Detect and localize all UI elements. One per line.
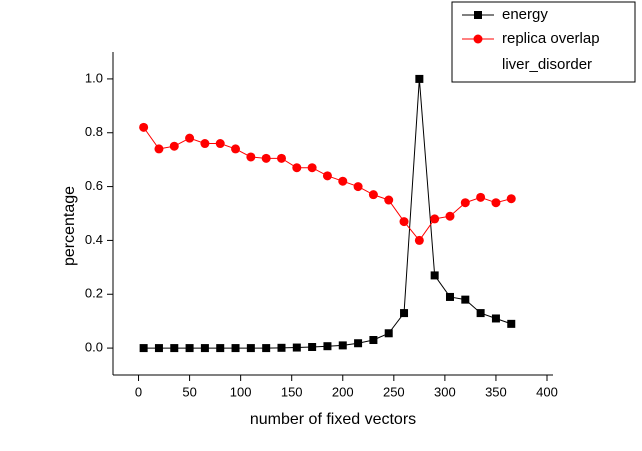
data-point	[384, 195, 394, 205]
data-point	[338, 341, 347, 350]
x-tick-label: 250	[383, 384, 405, 399]
data-point	[277, 343, 286, 352]
data-point	[445, 211, 455, 221]
data-point	[338, 176, 348, 186]
data-point	[368, 190, 378, 200]
data-point	[354, 339, 363, 348]
data-point	[430, 214, 440, 224]
data-point	[200, 139, 210, 149]
data-point	[430, 271, 439, 280]
series-line	[143, 78, 512, 349]
data-point	[246, 152, 256, 162]
data-point	[369, 336, 378, 345]
data-point	[476, 192, 486, 202]
x-tick-label: 350	[485, 384, 507, 399]
data-point	[292, 343, 301, 352]
legend-title: liver_disorder	[502, 56, 592, 73]
x-tick-label: 50	[182, 384, 196, 399]
legend-label: energy	[502, 6, 548, 23]
x-tick-label: 150	[281, 384, 303, 399]
data-point	[506, 194, 516, 204]
data-point	[384, 329, 393, 338]
data-point	[353, 182, 363, 192]
x-tick-label: 300	[434, 384, 456, 399]
data-point	[231, 344, 240, 353]
y-tick-label: 0.0	[85, 340, 103, 355]
data-point	[491, 314, 500, 323]
y-tick-label: 0.4	[85, 232, 103, 247]
data-point	[400, 309, 409, 318]
y-tick-label: 0.6	[85, 178, 103, 193]
x-tick-label: 200	[332, 384, 354, 399]
data-point	[323, 342, 332, 351]
data-point	[491, 198, 501, 208]
data-point	[476, 309, 485, 318]
data-point	[399, 217, 409, 227]
x-tick-label: 400	[536, 384, 558, 399]
data-point	[262, 344, 271, 353]
y-axis-label: percentage	[61, 186, 78, 266]
data-point	[445, 292, 454, 301]
data-point	[261, 153, 271, 163]
data-point	[139, 122, 149, 132]
data-point	[414, 235, 424, 245]
data-point	[276, 153, 286, 163]
data-point	[154, 344, 163, 353]
data-point	[169, 141, 179, 151]
data-point	[170, 344, 179, 353]
x-tick-label: 0	[135, 384, 142, 399]
legend-marker	[474, 11, 482, 19]
data-point	[308, 343, 317, 352]
data-point	[139, 344, 148, 353]
legend-label: replica overlap	[502, 30, 600, 47]
data-point	[215, 139, 225, 149]
data-point	[292, 163, 302, 173]
data-point	[185, 133, 195, 143]
x-tick-label: 100	[230, 384, 252, 399]
data-point	[154, 144, 164, 154]
x-axis-label: number of fixed vectors	[250, 411, 416, 428]
data-point	[460, 198, 470, 208]
series-line	[143, 127, 512, 242]
data-point	[246, 344, 255, 353]
legend-marker	[473, 34, 483, 44]
data-point	[415, 74, 424, 83]
y-tick-label: 1.0	[85, 70, 103, 85]
data-point	[322, 171, 332, 181]
data-point	[216, 344, 225, 353]
y-tick-label: 0.2	[85, 286, 103, 301]
data-point	[507, 319, 516, 328]
data-point	[231, 144, 241, 154]
data-point	[461, 295, 470, 304]
data-point	[185, 344, 194, 353]
data-point	[200, 344, 209, 353]
y-tick-label: 0.8	[85, 124, 103, 139]
data-point	[307, 163, 317, 173]
